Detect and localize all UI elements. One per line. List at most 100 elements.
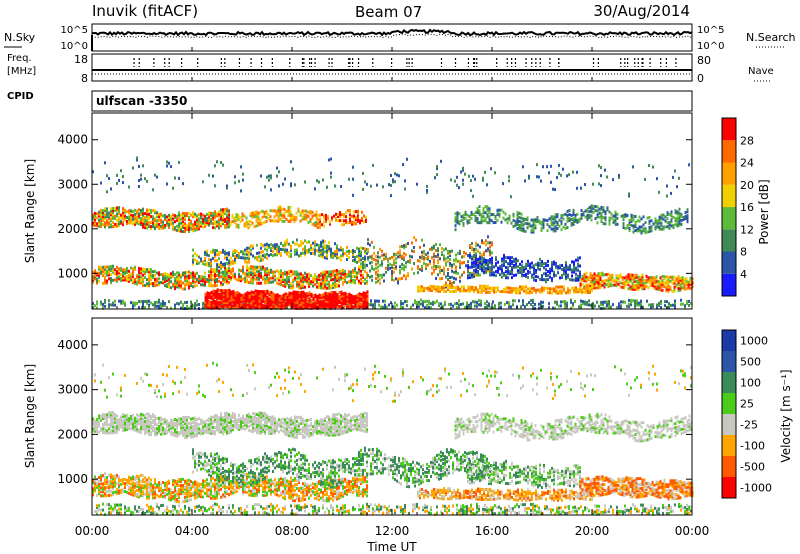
heatmap-cell [383, 253, 385, 257]
heatmap-cell [445, 281, 447, 285]
heatmap-cell [473, 247, 475, 251]
heatmap-cell [606, 304, 608, 308]
heatmap-cell [332, 284, 334, 287]
heatmap-cell [260, 304, 263, 308]
heatmap-cell [511, 268, 513, 272]
heatmap-cell [306, 240, 308, 244]
heatmap-cell [334, 283, 336, 287]
heatmap-cell [360, 292, 363, 296]
heatmap-cell [198, 277, 200, 280]
heatmap-cell [342, 272, 344, 276]
heatmap-cell [604, 216, 607, 220]
heatmap-cell [431, 287, 433, 290]
heatmap-cell [560, 216, 563, 220]
heatmap-cell [220, 210, 222, 214]
heatmap-cell [467, 270, 469, 274]
heatmap-cell [230, 304, 233, 308]
heatmap-cell [450, 302, 452, 306]
heatmap-cell [545, 264, 547, 268]
heatmap-cell [521, 285, 523, 289]
heatmap-cell [186, 228, 188, 232]
heatmap-cell [343, 219, 345, 223]
heatmap-cell [178, 217, 180, 221]
heatmap-cell [603, 279, 606, 283]
heatmap-cell [172, 282, 174, 286]
heatmap-cell [258, 304, 261, 308]
heatmap-cell [288, 269, 290, 273]
heatmap-cell [485, 270, 487, 274]
heatmap-cell [458, 303, 460, 307]
heatmap-cell [515, 291, 517, 295]
heatmap-cell [232, 296, 235, 300]
heatmap-cell [208, 221, 210, 225]
heatmap-cell [210, 270, 212, 274]
heatmap-cell [330, 300, 333, 304]
heatmap-cell [218, 288, 221, 292]
heatmap-cell [132, 214, 134, 218]
heatmap-cell [164, 302, 166, 305]
heatmap-cell [507, 276, 509, 280]
heatmap-cell [160, 306, 162, 310]
heatmap-cell [573, 286, 575, 290]
heatmap-cell [116, 206, 118, 210]
heatmap-cell [335, 216, 337, 220]
heatmap-cell [674, 301, 676, 305]
heatmap-cell [281, 219, 284, 223]
heatmap-cell [550, 164, 552, 168]
noise-sky-line [91, 28, 693, 37]
heatmap-cell [310, 294, 313, 298]
heatmap-cell [296, 272, 298, 276]
heatmap-cell [618, 174, 620, 177]
heatmap-cell [250, 244, 252, 248]
heatmap-cell [298, 297, 301, 300]
heatmap-cell [324, 240, 326, 244]
heatmap-cell [615, 278, 618, 282]
heatmap-cell [248, 246, 250, 250]
heatmap-cell [237, 225, 240, 229]
heatmap-cell [466, 219, 469, 223]
heatmap-cell [336, 295, 339, 299]
heatmap-cell [170, 222, 172, 226]
heatmap-cell [212, 293, 215, 297]
heatmap-cell [144, 272, 146, 275]
heatmap-cell [631, 281, 634, 285]
heatmap-cell [615, 284, 618, 288]
heatmap-cell [144, 212, 146, 216]
heatmap-cell [274, 247, 276, 251]
heatmap-cell [471, 261, 473, 265]
heatmap-cell [364, 180, 366, 184]
heatmap-cell [676, 222, 679, 226]
heatmap-cell [469, 285, 471, 289]
heatmap-cell [362, 305, 365, 309]
heatmap-cell [467, 276, 469, 280]
heatmap-cell [377, 265, 379, 269]
heatmap-cell [645, 284, 648, 288]
heatmap-cell [360, 269, 362, 273]
heatmap-cell [152, 219, 154, 223]
heatmap-cell [300, 286, 302, 290]
heatmap-cell [455, 287, 457, 291]
heatmap-cell [92, 275, 94, 279]
heatmap-cell [226, 281, 228, 285]
heatmap-cell [262, 306, 265, 310]
heatmap-cell [383, 279, 385, 283]
heatmap-cell [206, 301, 209, 305]
heatmap-cell [138, 220, 140, 224]
heatmap-cell [465, 252, 467, 256]
heatmap-cell [198, 275, 200, 278]
heatmap-cell [482, 178, 484, 182]
heatmap-cell [318, 286, 320, 289]
heatmap-cell [324, 301, 327, 305]
heatmap-cell [328, 245, 330, 249]
heatmap-cell [224, 305, 227, 309]
heatmap-cell [520, 222, 523, 226]
heatmap-cell [134, 218, 136, 222]
heatmap-cell [186, 281, 188, 284]
heatmap-cell [216, 249, 218, 253]
heatmap-cell [600, 207, 603, 211]
heatmap-cell [522, 217, 525, 221]
heatmap-cell [379, 247, 381, 251]
heatmap-cell [246, 256, 248, 260]
heatmap-cell [224, 274, 226, 278]
heatmap-cell [294, 300, 297, 304]
